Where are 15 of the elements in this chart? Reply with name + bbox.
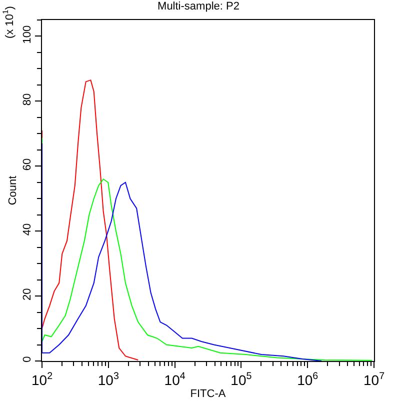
y-axis-title: Count (7, 176, 20, 206)
x-axis-title: FITC-A (190, 388, 226, 400)
y-tick-label: 60 (22, 158, 34, 171)
y-tick-label: 40 (22, 223, 34, 236)
y-tick-label: 20 (22, 288, 34, 301)
x-tick-label: 10$^{6}$ (297, 370, 319, 388)
x-tick-label: 10$^{2}$ (31, 370, 53, 388)
x-tick-label: 10$^{5}$ (230, 370, 252, 388)
chart-title: Multi-sample: P2 (158, 0, 240, 13)
y-tick-label: 100 (22, 25, 34, 44)
x-tick-label: 10$^{7}$ (363, 370, 385, 388)
y-tick-label: 80 (22, 93, 34, 106)
x-tick-label: 10$^{4}$ (164, 370, 186, 388)
y-tick-label: 0 (22, 356, 34, 362)
x-tick-label: 10$^{3}$ (98, 370, 120, 388)
